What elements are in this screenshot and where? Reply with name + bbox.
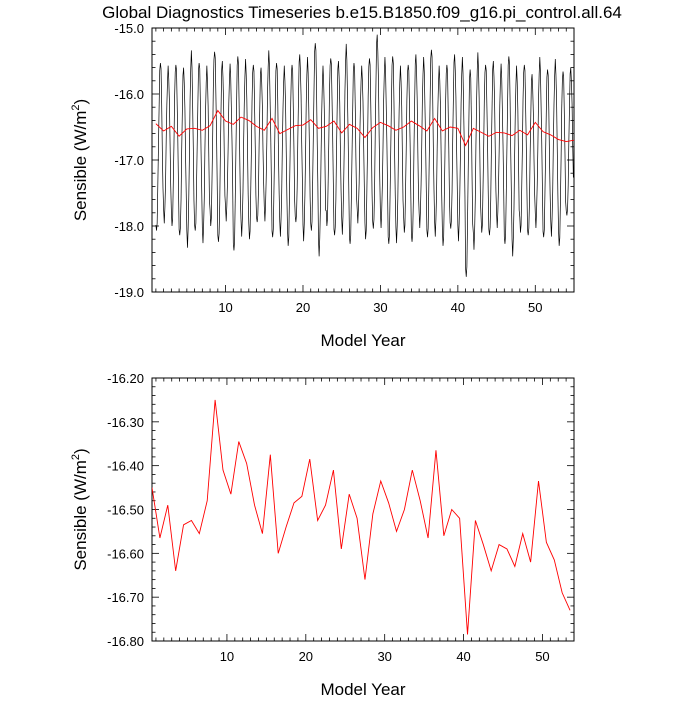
bottom-panel: 10 20 30 40 50 -16.80 -16.70 -16.60 -16.50 -16.40… xyxy=(70,371,575,699)
figure-title: Global Diagnostics Timeseries b.e15.B185… xyxy=(102,3,622,22)
y-tick-label: -16.80 xyxy=(107,634,144,649)
x-axis-label: Model Year xyxy=(320,680,405,699)
y-tick-label: -16.0 xyxy=(114,87,144,102)
y-tick-label: -17.0 xyxy=(114,153,144,168)
y-tick-label: -16.30 xyxy=(107,415,144,430)
x-tick-label: 50 xyxy=(535,649,549,664)
x-tick-label: 40 xyxy=(456,649,470,664)
x-tick-label: 50 xyxy=(528,300,542,315)
x-tick-label: 40 xyxy=(451,300,465,315)
y-axis-label: Sensible (W/m2) xyxy=(70,448,90,570)
y-tick-label: -16.70 xyxy=(107,590,144,605)
annual-mean-series-line xyxy=(155,109,574,147)
top-panel: 10 20 30 40 50 -19.0 -18.0 -17.0 -16.0 -15.0 Model… xyxy=(70,21,575,350)
x-tick-label: 20 xyxy=(296,300,310,315)
y-tick-label: -15.0 xyxy=(114,21,144,36)
x-tick-label: 30 xyxy=(377,649,391,664)
x-tick-label: 10 xyxy=(220,649,234,664)
plot-frame xyxy=(151,377,575,642)
y-tick-label: -16.60 xyxy=(107,546,144,561)
series-group xyxy=(152,399,571,635)
y-tick-label: -16.50 xyxy=(107,503,144,518)
monthly-series-line xyxy=(155,34,574,277)
y-tick-label: -16.40 xyxy=(107,459,144,474)
y-tick-label: -19.0 xyxy=(114,285,144,300)
x-tick-label: 10 xyxy=(218,300,232,315)
series-group xyxy=(155,34,574,277)
x-axis-label: Model Year xyxy=(320,331,405,350)
x-tick-label: 30 xyxy=(373,300,387,315)
y-tick-label: -18.0 xyxy=(114,219,144,234)
y-tick-label: -16.20 xyxy=(107,371,144,386)
y-axis-label: Sensible (W/m2) xyxy=(70,99,90,221)
annual-mean-series-line xyxy=(152,399,571,635)
x-tick-label: 20 xyxy=(299,649,313,664)
